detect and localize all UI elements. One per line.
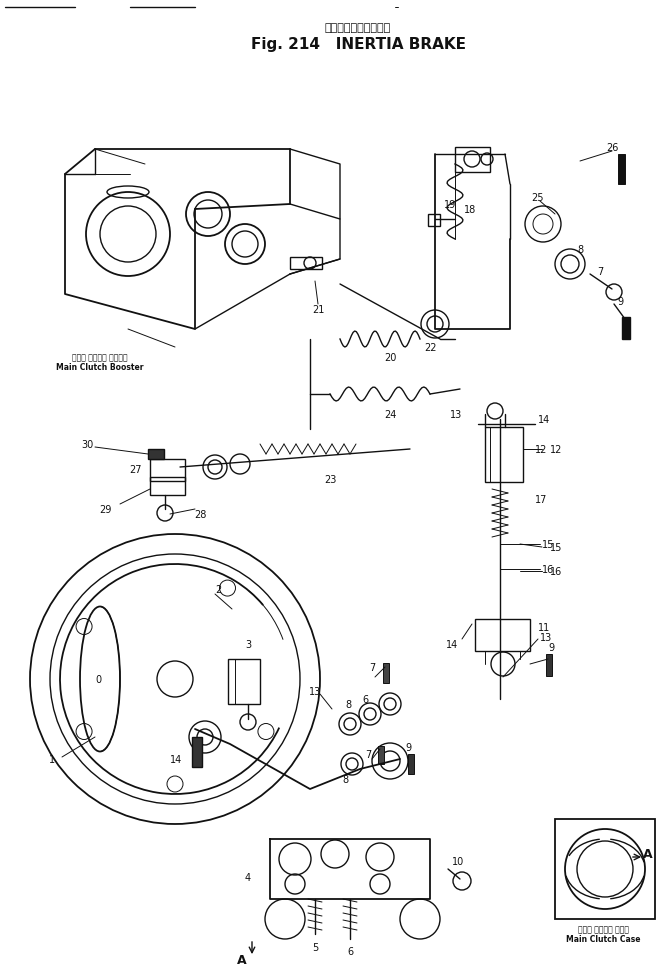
Bar bbox=[150, 478, 185, 495]
Text: 8: 8 bbox=[577, 245, 583, 255]
Text: 23: 23 bbox=[324, 475, 336, 485]
Text: 30: 30 bbox=[81, 440, 93, 449]
Text: 14: 14 bbox=[538, 414, 550, 425]
Text: 29: 29 bbox=[100, 504, 112, 515]
Bar bbox=[228, 659, 260, 704]
Text: 14: 14 bbox=[170, 754, 182, 764]
Bar bbox=[290, 258, 322, 270]
Text: 1: 1 bbox=[49, 754, 55, 764]
Bar bbox=[618, 154, 625, 185]
Text: 16: 16 bbox=[550, 567, 562, 576]
Text: 14: 14 bbox=[446, 639, 458, 650]
Text: 22: 22 bbox=[424, 343, 436, 353]
Text: 9: 9 bbox=[617, 297, 623, 307]
Text: 12: 12 bbox=[535, 445, 547, 454]
Text: 19: 19 bbox=[444, 199, 456, 210]
Text: 15: 15 bbox=[550, 542, 563, 552]
Text: 13: 13 bbox=[450, 409, 462, 419]
Text: 10: 10 bbox=[452, 856, 464, 867]
Text: 15: 15 bbox=[542, 539, 555, 549]
Text: 21: 21 bbox=[312, 305, 325, 315]
Text: 4: 4 bbox=[245, 872, 251, 882]
Bar bbox=[555, 819, 655, 919]
Bar bbox=[192, 738, 202, 767]
Text: イナーシャ　ブレーキ: イナーシャ ブレーキ bbox=[325, 23, 391, 33]
Text: Main Clutch Case: Main Clutch Case bbox=[566, 935, 640, 944]
Text: 2: 2 bbox=[215, 584, 221, 594]
Text: 17: 17 bbox=[535, 494, 547, 504]
Text: 5: 5 bbox=[312, 942, 318, 952]
Text: 7: 7 bbox=[365, 749, 371, 759]
Text: 8: 8 bbox=[345, 700, 351, 709]
Text: 26: 26 bbox=[606, 143, 618, 152]
Text: 24: 24 bbox=[384, 409, 396, 419]
Text: 6: 6 bbox=[362, 695, 368, 704]
Bar bbox=[546, 655, 552, 676]
Text: A: A bbox=[643, 848, 653, 861]
Text: Fig. 214   INERTIA BRAKE: Fig. 214 INERTIA BRAKE bbox=[251, 36, 466, 52]
Bar bbox=[475, 619, 530, 652]
Text: 6: 6 bbox=[347, 946, 353, 956]
Text: A: A bbox=[237, 953, 247, 965]
Bar bbox=[455, 148, 490, 173]
Text: 25: 25 bbox=[532, 192, 544, 203]
Bar bbox=[408, 754, 414, 774]
Text: メイン クラッチ ブースタ: メイン クラッチ ブースタ bbox=[72, 353, 128, 362]
Text: 9: 9 bbox=[548, 642, 554, 653]
Text: 7: 7 bbox=[597, 267, 603, 276]
Text: 13: 13 bbox=[540, 632, 552, 642]
Bar bbox=[150, 459, 185, 482]
Text: 12: 12 bbox=[550, 445, 563, 454]
Text: 20: 20 bbox=[384, 353, 396, 362]
Text: 7: 7 bbox=[369, 662, 375, 672]
Text: 9: 9 bbox=[405, 743, 411, 752]
Text: 3: 3 bbox=[245, 639, 251, 650]
Text: メイン クラッチ ケース: メイン クラッチ ケース bbox=[577, 924, 628, 934]
Text: 18: 18 bbox=[464, 205, 476, 215]
Bar bbox=[383, 663, 389, 683]
Text: 11: 11 bbox=[538, 622, 550, 632]
Text: 16: 16 bbox=[542, 565, 554, 574]
Text: 27: 27 bbox=[130, 464, 142, 475]
Text: Main Clutch Booster: Main Clutch Booster bbox=[57, 363, 144, 372]
Bar bbox=[148, 449, 164, 459]
Bar bbox=[378, 746, 384, 764]
Bar bbox=[428, 215, 440, 227]
Text: 0: 0 bbox=[95, 674, 101, 684]
Text: 28: 28 bbox=[194, 509, 206, 520]
Bar bbox=[485, 428, 523, 483]
Text: 13: 13 bbox=[309, 686, 321, 697]
Bar bbox=[622, 318, 630, 340]
Text: 8: 8 bbox=[342, 774, 348, 785]
